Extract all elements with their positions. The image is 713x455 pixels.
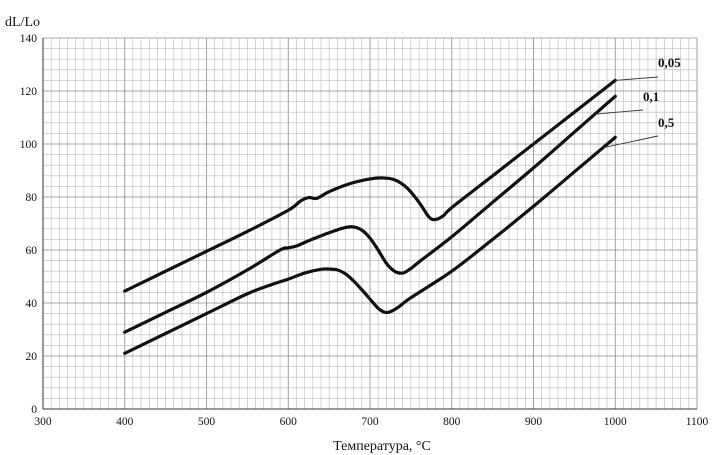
y-tick-label: 0 (31, 404, 37, 416)
x-tick-label: 1000 (604, 416, 627, 428)
y-tick-label: 140 (20, 33, 38, 45)
x-tick-label: 400 (116, 416, 134, 428)
x-tick-label: 500 (198, 416, 216, 428)
series-line-1 (123, 78, 617, 293)
y-tick-label: 100 (20, 139, 38, 151)
y-tick-label: 60 (26, 245, 38, 257)
y-tick-label: 40 (26, 298, 38, 310)
series-label: 0,5 (658, 115, 675, 130)
series-label-leader (602, 135, 659, 149)
series-label-leader (594, 109, 644, 115)
series-label-leader (615, 76, 659, 81)
x-tick-label: 900 (525, 416, 543, 428)
y-tick-label: 80 (26, 192, 38, 204)
grid (42, 37, 698, 410)
series-line-2 (123, 94, 617, 334)
y-tick-label: 120 (20, 86, 38, 98)
series-line-3 (123, 135, 617, 355)
series-label: 0,1 (643, 89, 659, 104)
series-labels: 0,05 0,1 0,5 (594, 55, 681, 149)
x-tick-label: 300 (34, 416, 52, 428)
y-axis-title: dL/Lo (5, 15, 40, 30)
axes: 300 400 500 600 700 800 900 1000 1100 0 20 40 60 80 10… (20, 33, 709, 428)
series-label: 0,05 (658, 55, 681, 70)
x-axis-title: Температура, °С (333, 439, 431, 454)
x-tick-label: 800 (443, 416, 461, 428)
x-tick-label: 700 (361, 416, 379, 428)
series-lines (123, 78, 617, 355)
y-tick-label: 20 (26, 351, 38, 363)
x-tick-label: 1100 (686, 416, 709, 428)
x-tick-label: 600 (280, 416, 298, 428)
